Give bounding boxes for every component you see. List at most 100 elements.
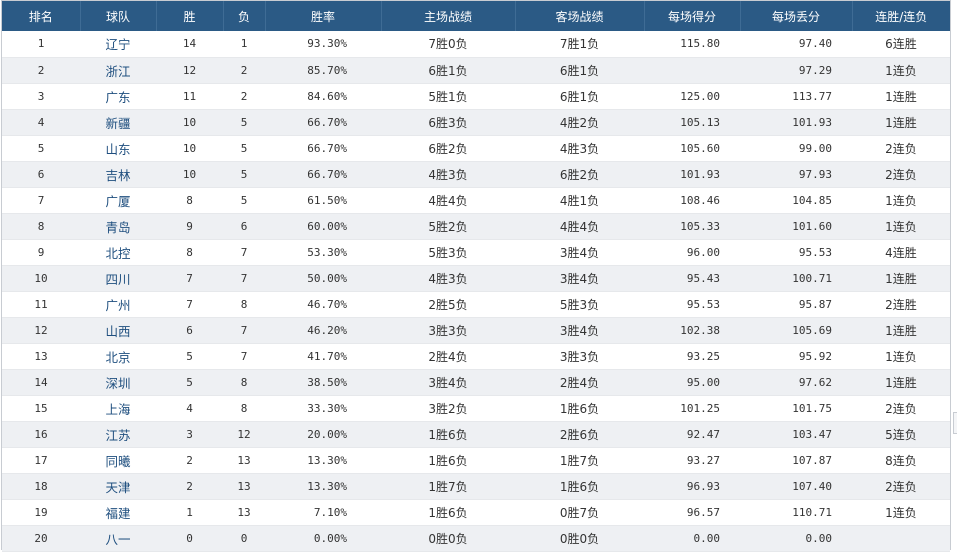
cell-points-for: 115.80 <box>644 31 740 58</box>
cell-losses: 7 <box>223 317 265 344</box>
cell-streak: 4连胜 <box>852 239 950 266</box>
cell-streak: 1连胜 <box>852 83 950 110</box>
team-link[interactable]: 广州 <box>105 297 131 313</box>
cell-streak: 1连负 <box>852 57 950 84</box>
cell-home-record: 5胜1负 <box>381 83 515 110</box>
cell-team: 北控 <box>80 239 156 266</box>
cell-points-for: 93.25 <box>644 343 740 370</box>
header-rank[interactable]: 排名 <box>2 1 81 31</box>
cell-points-against: 99.00 <box>740 135 852 162</box>
team-link[interactable]: 新疆 <box>105 115 131 131</box>
cell-points-against: 97.29 <box>740 57 852 84</box>
team-link[interactable]: 广厦 <box>105 193 131 209</box>
table-row: 10 四川 7 7 50.00% 4胜3负 3胜4负 95.43 100.71 1连胜 <box>2 265 950 292</box>
cell-rank: 9 <box>2 239 80 266</box>
team-link[interactable]: 辽宁 <box>105 37 131 53</box>
team-link[interactable]: 天津 <box>105 479 131 495</box>
header-wins[interactable]: 胜 <box>156 1 224 31</box>
cell-win-pct: 66.70% <box>265 135 381 162</box>
header-win-pct[interactable]: 胜率 <box>265 1 382 31</box>
header-team[interactable]: 球队 <box>80 1 157 31</box>
cell-streak: 1连胜 <box>852 109 950 136</box>
cell-away-record: 3胜4负 <box>515 265 644 292</box>
cell-away-record: 4胜1负 <box>515 187 644 214</box>
cell-points-against: 104.85 <box>740 187 852 214</box>
cell-home-record: 1胜6负 <box>381 447 515 474</box>
table-row: 9 北控 8 7 53.30% 5胜3负 3胜4负 96.00 95.53 4连胜 <box>2 239 950 266</box>
cell-rank: 17 <box>2 447 80 474</box>
header-points-for[interactable]: 每场得分 <box>644 1 741 31</box>
cell-losses: 5 <box>223 161 265 188</box>
cell-away-record: 2胜6负 <box>515 421 644 448</box>
cell-points-against: 95.53 <box>740 239 852 266</box>
team-link[interactable]: 同曦 <box>105 453 131 469</box>
cell-team: 江苏 <box>80 421 156 448</box>
cell-rank: 4 <box>2 109 80 136</box>
header-home-record[interactable]: 主场战绩 <box>381 1 516 31</box>
cell-points-against: 97.62 <box>740 369 852 396</box>
cell-points-against: 101.75 <box>740 395 852 422</box>
cell-wins: 10 <box>156 161 223 188</box>
team-link[interactable]: 江苏 <box>105 427 131 443</box>
cell-team: 天津 <box>80 473 156 500</box>
table-row: 8 青岛 9 6 60.00% 5胜2负 4胜4负 105.33 101.60 1连负 <box>2 213 950 240</box>
team-link[interactable]: 浙江 <box>105 63 131 79</box>
cell-losses: 0 <box>223 525 265 552</box>
cell-team: 八一 <box>80 525 156 552</box>
cell-points-against: 103.47 <box>740 421 852 448</box>
cell-points-for: 101.25 <box>644 395 740 422</box>
team-link[interactable]: 山东 <box>105 141 131 157</box>
cell-losses: 2 <box>223 57 265 84</box>
cell-points-for: 105.13 <box>644 109 740 136</box>
cell-streak: 1连胜 <box>852 265 950 292</box>
team-link[interactable]: 福建 <box>105 505 131 521</box>
cell-losses: 8 <box>223 395 265 422</box>
cell-away-record: 2胜4负 <box>515 369 644 396</box>
cell-points-for: 105.60 <box>644 135 740 162</box>
cell-rank: 2 <box>2 57 80 84</box>
header-row: 排名 球队 胜 负 胜率 主场战绩 客场战绩 每场得分 每场丢分 连胜/连负 <box>2 1 950 31</box>
team-link[interactable]: 深圳 <box>105 375 131 391</box>
cell-win-pct: 0.00% <box>265 525 381 552</box>
cell-streak: 1连负 <box>852 343 950 370</box>
cell-away-record: 3胜3负 <box>515 343 644 370</box>
cell-home-record: 4胜3负 <box>381 265 515 292</box>
team-link[interactable]: 广东 <box>105 89 131 105</box>
team-link[interactable]: 北京 <box>105 349 131 365</box>
table-row: 16 江苏 3 12 20.00% 1胜6负 2胜6负 92.47 103.47 5连负 <box>2 421 950 448</box>
cell-home-record: 3胜4负 <box>381 369 515 396</box>
team-link[interactable]: 上海 <box>105 401 131 417</box>
team-link[interactable]: 吉林 <box>105 167 131 183</box>
team-link[interactable]: 八一 <box>105 531 131 547</box>
cell-win-pct: 93.30% <box>265 31 381 58</box>
cell-home-record: 4胜4负 <box>381 187 515 214</box>
cell-wins: 12 <box>156 57 223 84</box>
team-link[interactable]: 四川 <box>105 271 131 287</box>
team-link[interactable]: 青岛 <box>105 219 131 235</box>
cell-streak: 1连负 <box>852 499 950 526</box>
header-points-against[interactable]: 每场丢分 <box>740 1 853 31</box>
cell-losses: 8 <box>223 369 265 396</box>
cell-away-record: 1胜7负 <box>515 447 644 474</box>
cell-team: 深圳 <box>80 369 156 396</box>
cell-away-record: 3胜4负 <box>515 317 644 344</box>
cell-away-record: 0胜0负 <box>515 525 644 552</box>
header-away-record[interactable]: 客场战绩 <box>515 1 645 31</box>
table-row: 1 辽宁 14 1 93.30% 7胜0负 7胜1负 115.80 97.40 6连胜 <box>2 31 950 58</box>
cell-streak: 2连负 <box>852 395 950 422</box>
cell-team: 四川 <box>80 265 156 292</box>
cell-win-pct: 60.00% <box>265 213 381 240</box>
cell-streak: 5连负 <box>852 421 950 448</box>
cell-team: 广东 <box>80 83 156 110</box>
header-losses[interactable]: 负 <box>223 1 266 31</box>
cell-points-against: 97.40 <box>740 31 852 58</box>
team-link[interactable]: 北控 <box>105 245 131 261</box>
cell-losses: 5 <box>223 187 265 214</box>
cell-win-pct: 41.70% <box>265 343 381 370</box>
side-scroll-tab[interactable] <box>953 412 957 434</box>
table-row: 3 广东 11 2 84.60% 5胜1负 6胜1负 125.00 113.77 1连胜 <box>2 83 950 110</box>
header-streak[interactable]: 连胜/连负 <box>875 9 928 24</box>
table-row: 5 山东 10 5 66.70% 6胜2负 4胜3负 105.60 99.00 2连负 <box>2 135 950 162</box>
cell-wins: 0 <box>156 525 223 552</box>
team-link[interactable]: 山西 <box>105 323 131 339</box>
